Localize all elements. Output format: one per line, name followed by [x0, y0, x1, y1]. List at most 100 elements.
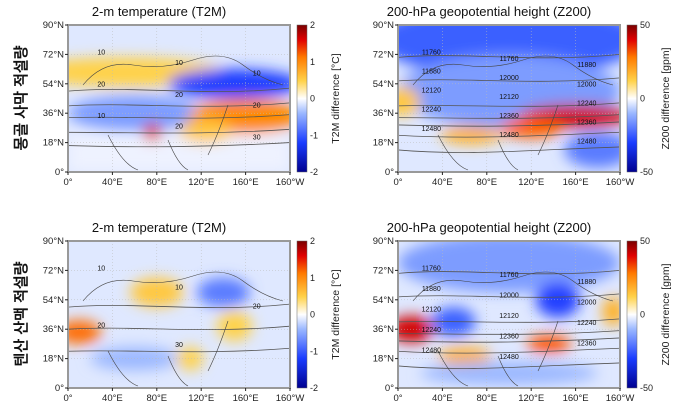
anomaly-blob: [420, 361, 598, 386]
y-tick-label: 72°N: [43, 265, 64, 276]
contour-label: 30: [175, 342, 183, 349]
y-tick-label: 36°N: [373, 108, 394, 119]
contour-label: 11880: [577, 62, 596, 69]
map-panel-3: 200-hPa geopotential height (Z200)117601…: [373, 220, 672, 404]
anomaly-blob: [564, 132, 620, 168]
y-tick-label: 90°N: [43, 236, 64, 247]
contour-label: 11760: [422, 49, 441, 56]
y-tick-label: 72°N: [373, 265, 394, 276]
contour-line: [398, 53, 620, 59]
contour-label: 20: [253, 102, 261, 109]
contour-line: [398, 347, 620, 354]
contour-label: 20: [97, 81, 105, 88]
anomaly-blob: [602, 296, 620, 327]
contour-line: [68, 303, 290, 309]
anomaly-blob: [526, 335, 572, 353]
contour-label: 12480: [577, 139, 597, 146]
contour-line: [398, 77, 620, 82]
colorbar: [296, 240, 308, 389]
x-tick-label: 120°E: [188, 393, 214, 404]
anomaly-field: 11760 11760 11880 11880 12000 12000 12120 12120…: [398, 25, 620, 172]
anomaly-blob: [196, 277, 251, 308]
contour-label: 12000: [499, 75, 519, 82]
contour-label: 12000: [499, 293, 519, 300]
y-tick-label: 54°N: [373, 295, 394, 306]
contour-label: 12480: [422, 347, 442, 354]
y-tick-label: 0°: [55, 383, 64, 394]
y-tick-label: 90°N: [373, 20, 394, 31]
anomaly-blob: [179, 119, 233, 143]
contour-label: 30: [253, 134, 261, 141]
contour-label: 12360: [499, 334, 519, 341]
x-tick-label: 160°E: [563, 393, 589, 404]
contour-line: [398, 114, 620, 119]
coastline: [82, 271, 284, 387]
x-tick-label: 160°W: [276, 393, 305, 404]
row-label-mongolia-desert-snow: 몽골 사막 적설량: [12, 45, 30, 150]
x-tick-label: 80°E: [476, 177, 497, 188]
contour-label: 11880: [422, 69, 441, 76]
contour-label: 12240: [577, 100, 597, 107]
map-frame: [67, 240, 291, 389]
x-tick-label: 40°E: [432, 393, 453, 404]
contour-label: 10: [97, 113, 105, 120]
colorbar: [296, 24, 308, 173]
colorbar-tick-label: -2: [310, 383, 318, 393]
x-tick-label: 40°E: [432, 177, 453, 188]
anomaly-blob: [398, 86, 421, 117]
colorbar-tick-label: -50: [640, 167, 653, 177]
x-tick-label: 120°E: [518, 393, 544, 404]
contour-label: 12120: [499, 313, 519, 320]
contour-line: [68, 347, 290, 353]
x-tick-label: 0°: [63, 177, 72, 188]
y-tick-label: 54°N: [373, 79, 394, 90]
panel-title: 200-hPa geopotential height (Z200): [387, 220, 592, 235]
y-tick-label: 90°N: [43, 20, 64, 31]
anomaly-field: 11760 11760 11880 11880 12000 12000 12120 12120…: [398, 241, 620, 388]
anomaly-blob: [398, 315, 434, 343]
anomaly-blob: [68, 320, 102, 344]
contour-label: 12480: [422, 126, 442, 133]
colorbar-tick-label: -1: [310, 346, 318, 356]
x-tick-label: 160°W: [276, 177, 305, 188]
anomaly-field: 10 10 20 20 30: [68, 241, 290, 388]
y-tick-label: 18°N: [43, 354, 64, 365]
y-tick-label: 0°: [55, 167, 64, 178]
map-panel-1: 200-hPa geopotential height (Z200)117601…: [373, 4, 672, 188]
colorbar-tick-label: 0: [310, 94, 315, 104]
contour-label: 12480: [499, 132, 519, 139]
anomaly-blob: [176, 346, 204, 371]
contour-label: 20: [175, 92, 183, 99]
y-tick-label: 18°N: [373, 138, 394, 149]
anomaly-field: 10 10 10 20 20 20 10 20 30: [68, 25, 290, 172]
y-tick-label: 54°N: [43, 79, 64, 90]
contour-line: [398, 269, 620, 275]
contour-line: [68, 87, 290, 93]
x-tick-label: 160°W: [606, 393, 635, 404]
colorbar-tick-label: 2: [310, 236, 315, 246]
y-tick-label: 18°N: [43, 138, 64, 149]
contour-label: 12240: [577, 320, 597, 327]
colorbar-tick-label: 0: [640, 310, 645, 320]
colorbar-tick-label: 0: [640, 94, 645, 104]
anomaly-blob: [68, 135, 290, 172]
coastline: [412, 271, 614, 387]
x-tick-label: 40°E: [102, 393, 123, 404]
contour-label: 10: [97, 265, 105, 272]
coastline: [412, 55, 614, 171]
contour-line: [398, 318, 620, 323]
y-tick-label: 18°N: [373, 354, 394, 365]
colorbar-label: Z200 difference [gpm]: [660, 263, 672, 365]
contour-line: [398, 102, 620, 107]
colorbar-label: T2M difference [°C]: [330, 269, 342, 359]
colorbar-label: Z200 difference [gpm]: [660, 47, 672, 149]
anomaly-blob: [437, 346, 492, 365]
contour-line: [68, 102, 290, 107]
colorbar-tick-label: 50: [640, 20, 650, 30]
contour-line: [68, 114, 290, 119]
x-tick-label: 120°E: [188, 177, 214, 188]
x-tick-label: 160°E: [233, 177, 259, 188]
